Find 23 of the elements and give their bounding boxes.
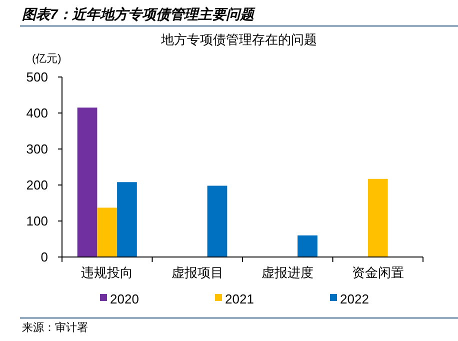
legend-label: 2022 xyxy=(340,292,369,307)
chart-title: 图表7：近年地方专项债管理主要问题 xyxy=(22,6,256,22)
y-tick-label: 0 xyxy=(40,250,48,265)
legend-label: 2020 xyxy=(110,292,139,307)
x-tick-label: 资金闲置 xyxy=(352,265,404,280)
source-note: 来源：审计署 xyxy=(22,321,88,334)
bar xyxy=(77,108,98,257)
y-tick-label: 200 xyxy=(26,178,48,193)
x-tick-label: 虚报项目 xyxy=(171,265,224,280)
bar xyxy=(368,178,388,257)
bar xyxy=(298,235,318,257)
y-axis-title: (亿元) xyxy=(32,53,62,65)
x-tick-label: 违规投向 xyxy=(81,265,134,280)
chart-subtitle: 地方专项债管理存在的问题 xyxy=(160,32,317,47)
y-tick-label: 300 xyxy=(26,142,48,157)
y-tick-label: 500 xyxy=(26,70,48,85)
y-tick-label: 100 xyxy=(26,214,48,229)
x-tick-label: 虚报进度 xyxy=(262,265,314,280)
bar xyxy=(117,182,137,257)
y-tick-label: 400 xyxy=(26,106,48,121)
bar xyxy=(97,208,118,257)
bar xyxy=(207,186,228,257)
legend-label: 2021 xyxy=(225,292,254,307)
